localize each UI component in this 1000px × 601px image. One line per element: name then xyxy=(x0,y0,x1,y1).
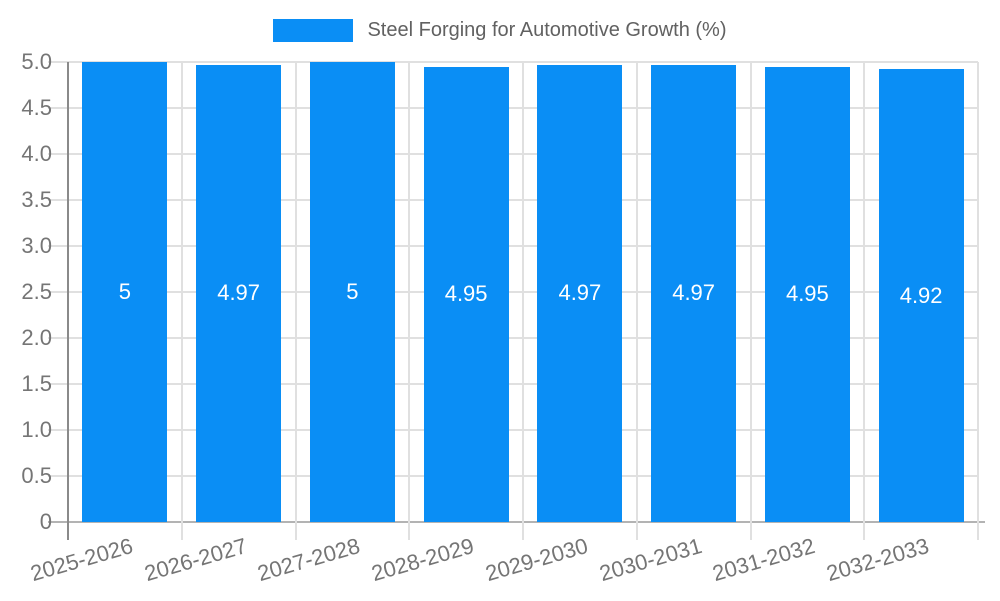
y-gridline xyxy=(48,291,978,293)
bar-value-label: 5 xyxy=(346,279,359,304)
bar: 4.92 xyxy=(878,69,964,522)
y-tick-label: 5.0 xyxy=(21,49,52,74)
y-tick-label: 2.5 xyxy=(21,279,52,304)
y-tick-label: 1.0 xyxy=(21,417,52,442)
y-gridline xyxy=(48,475,978,477)
y-tick-label: 4.0 xyxy=(21,141,52,166)
bar: 4.97 xyxy=(651,64,737,522)
y-gridline xyxy=(48,429,978,431)
bar-value-label: 4.95 xyxy=(785,281,829,307)
legend-label: Steel Forging for Automotive Growth (%) xyxy=(367,19,727,41)
bar-value-label: 4.97 xyxy=(558,280,602,306)
x-gridline xyxy=(294,62,297,540)
bar: 4.97 xyxy=(537,64,623,522)
bar-value-label: 4.97 xyxy=(672,280,716,306)
y-gridline xyxy=(48,383,978,385)
y-tick-label: 3.0 xyxy=(21,233,52,258)
y-gridline xyxy=(48,153,978,155)
y-gridline xyxy=(48,245,978,247)
y-tick-label: 4.5 xyxy=(21,95,52,120)
x-gridline xyxy=(863,62,866,540)
y-tick-label: 3.5 xyxy=(21,187,52,212)
x-axis-line xyxy=(48,521,985,523)
x-gridline xyxy=(977,62,979,540)
x-gridline xyxy=(522,62,524,540)
x-gridline xyxy=(635,62,638,540)
bar-value-label: 5 xyxy=(118,279,131,304)
bar: 4.97 xyxy=(196,64,282,522)
bar: 4.95 xyxy=(764,66,850,522)
bar-value-label: 4.95 xyxy=(444,281,488,307)
y-axis-line xyxy=(67,62,69,540)
y-tick-label: 0 xyxy=(39,509,52,534)
legend-swatch xyxy=(273,19,354,42)
y-gridline xyxy=(48,107,978,109)
bar: 5 xyxy=(82,62,168,522)
y-gridline xyxy=(48,61,978,63)
x-gridline xyxy=(408,62,411,540)
bar: 4.95 xyxy=(423,66,509,522)
bar-value-label: 4.97 xyxy=(217,280,261,306)
bar: 5 xyxy=(309,62,395,522)
x-gridline xyxy=(180,62,183,540)
y-tick-label: 0.5 xyxy=(21,463,52,488)
bar-value-label: 4.92 xyxy=(899,282,943,308)
y-tick-label: 2.0 xyxy=(21,325,52,350)
y-gridline xyxy=(48,337,978,339)
x-gridline xyxy=(749,62,752,540)
y-tick-label: 1.5 xyxy=(21,371,52,396)
legend: Steel Forging for Automotive Growth (%) xyxy=(0,19,1000,42)
y-gridline xyxy=(48,199,978,201)
